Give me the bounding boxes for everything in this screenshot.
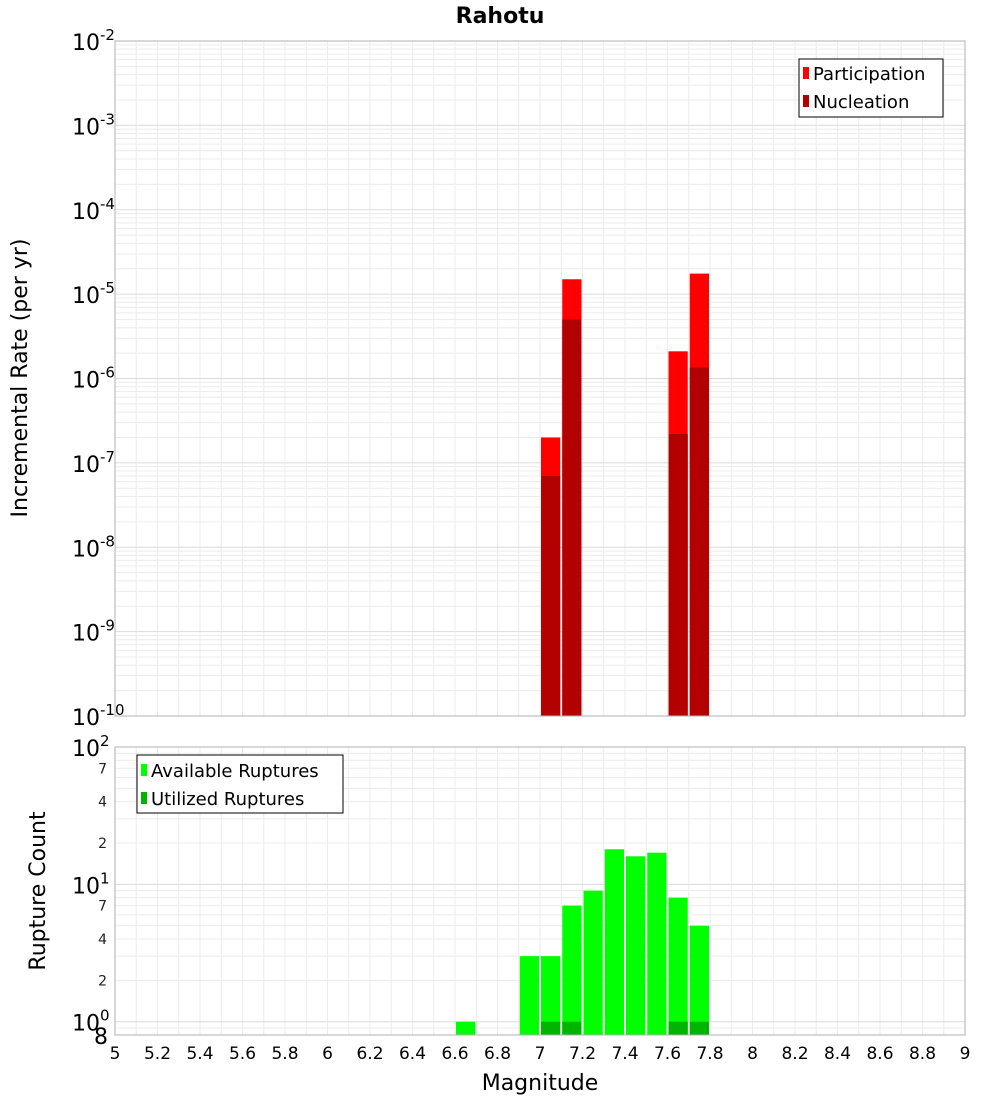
chart-title: Rahotu [456,4,545,29]
rupture-count-plot: 100 101 102 8 2 4 7 2 4 7 5 5.2 5.4 5.6 5.8 6 6.2 6.4 6.6… [26,732,970,1096]
legend-swatch-nucleation [803,95,809,107]
top-legend: Participation Nucleation [798,58,944,118]
nucleation-bar [562,319,582,716]
top-y-ticks: 10-10 10-9 10-8 10-7 10-6 10-5 10-4 10-3 10-2 [72,26,125,731]
x-tick-label: 7.4 [611,1044,638,1064]
bottom-y-minor-tick-label: 7 [98,899,107,915]
top-y-axis-label: Incremental Rate (per yr) [8,239,33,518]
bottom-y-minor-tick-label: 2 [98,836,107,852]
x-tick-label: 5.4 [186,1044,213,1064]
x-tick-label: 8.8 [909,1044,936,1064]
legend-label-available: Available Ruptures [151,761,319,782]
legend-swatch-participation [803,67,809,79]
nucleation-bar [689,367,709,716]
legend-swatch-available [141,764,147,776]
top-y-tick-label: 10-5 [72,279,115,309]
utilized-ruptures-bar [541,1021,561,1035]
nucleation-bar [668,433,688,716]
legend-swatch-utilized [141,792,147,804]
bottom-y-minor-tick-label: 8 [94,1025,108,1050]
top-y-tick-label: 10-7 [72,448,115,478]
bottom-y-ticks: 100 101 102 8 2 4 7 2 4 7 [72,732,110,1050]
x-tick-label: 6.8 [484,1044,511,1064]
x-tick-label: 6.2 [356,1044,383,1064]
x-tick-label: 7 [535,1044,546,1064]
available-ruptures-bar [626,856,646,1035]
x-tick-label: 6.6 [441,1044,468,1064]
bottom-y-tick-label: 101 [72,869,110,899]
x-tick-label: 6.4 [399,1044,426,1064]
bottom-legend: Available Ruptures Utilized Ruptures [136,754,344,814]
top-y-tick-label: 10-10 [72,701,125,731]
available-ruptures-bar [519,956,539,1035]
top-y-tick-label: 10-9 [72,617,115,647]
bottom-y-minor-tick-label: 2 [98,973,107,989]
bottom-y-minor-tick-label: 4 [98,795,107,811]
top-y-tick-label: 10-8 [72,532,115,562]
x-tick-label: 5.6 [229,1044,256,1064]
x-tick-label: 6 [322,1044,333,1064]
x-axis-label: Magnitude [482,1071,599,1096]
participation-nucleation-plot: 10-10 10-9 10-8 10-7 10-6 10-5 10-4 10-3 10-2 Ra… [8,4,966,731]
legend-label-utilized: Utilized Ruptures [151,789,304,810]
bottom-plot-border [114,746,966,1036]
top-gridlines [114,41,966,717]
top-legend-box [798,58,944,118]
x-tick-label: 9 [960,1044,971,1064]
top-y-tick-label: 10-6 [72,364,115,394]
available-ruptures-bar [647,852,667,1035]
x-tick-label: 8 [747,1044,758,1064]
x-tick-label: 5 [110,1044,121,1064]
bottom-y-axis-label: Rupture Count [26,811,51,971]
legend-label-nucleation: Nucleation [813,92,909,113]
x-tick-label: 8.4 [824,1044,851,1064]
nucleation-bar [541,475,561,716]
top-y-tick-label: 10-2 [72,26,115,56]
bottom-bars [456,849,709,1035]
available-ruptures-bar [583,890,603,1035]
utilized-ruptures-bar [562,1021,582,1035]
utilized-ruptures-bar [668,1021,688,1035]
x-tick-label: 8.2 [781,1044,808,1064]
x-tick-label: 7.2 [569,1044,596,1064]
bottom-y-tick-label: 102 [72,732,110,762]
utilized-ruptures-bar [689,1021,709,1035]
legend-label-participation: Participation [813,64,925,85]
bottom-legend-box [136,754,344,814]
top-plot-border [114,40,966,717]
top-y-tick-label: 10-4 [72,195,115,225]
bottom-y-tick-label: 100 [72,1007,110,1037]
available-ruptures-bar [604,849,624,1035]
available-ruptures-bar [562,905,582,1035]
available-ruptures-bar [689,925,709,1035]
top-y-tick-label: 10-3 [72,110,115,140]
bottom-y-minor-tick-label: 7 [98,761,107,777]
x-tick-label: 7.6 [654,1044,681,1064]
x-axis-ticks: 5 5.2 5.4 5.6 5.8 6 6.2 6.4 6.6 6.8 7 7.2 7.4 7.6 7.8 8… [110,1044,971,1064]
top-bars [541,273,709,716]
x-tick-label: 5.8 [271,1044,298,1064]
x-tick-label: 5.2 [144,1044,171,1064]
x-tick-label: 8.6 [866,1044,893,1064]
x-tick-label: 7.8 [696,1044,723,1064]
bottom-y-minor-tick-label: 4 [98,932,107,948]
available-ruptures-bar [668,897,688,1035]
available-ruptures-bar [456,1021,476,1035]
available-ruptures-bar [541,956,561,1035]
